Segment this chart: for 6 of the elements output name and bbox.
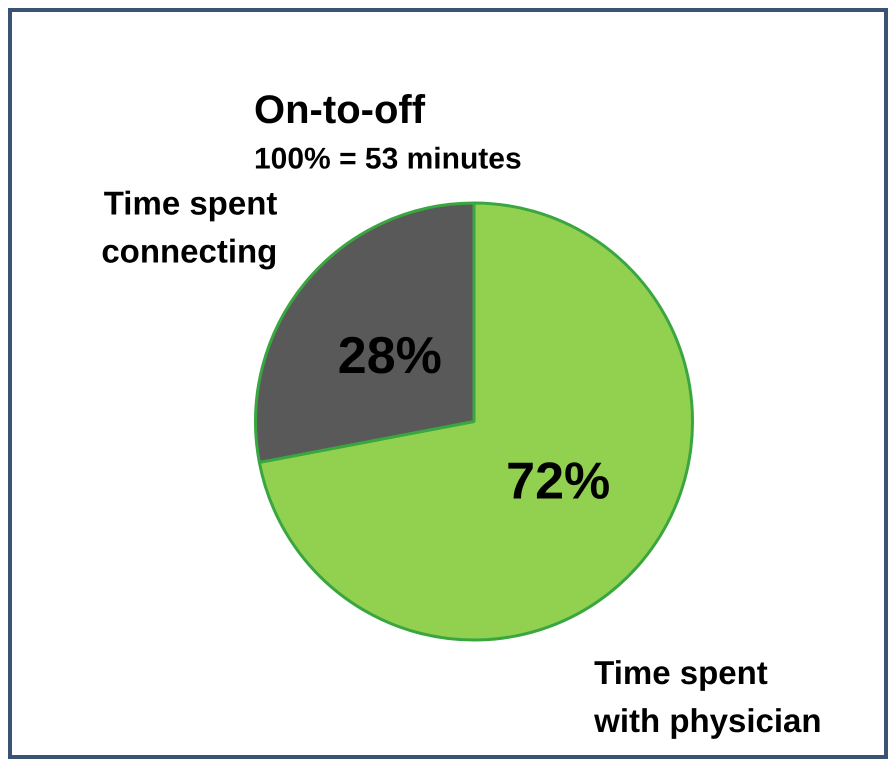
data-label: 28% (338, 327, 442, 386)
chart-subtitle: 100% = 53 minutes (254, 142, 522, 176)
chart-title: On-to-off (254, 88, 426, 132)
data-label: 72% (506, 452, 610, 511)
slice-label: Time spent with physician (593, 654, 822, 740)
slice-label: Time spent connecting (101, 184, 278, 270)
